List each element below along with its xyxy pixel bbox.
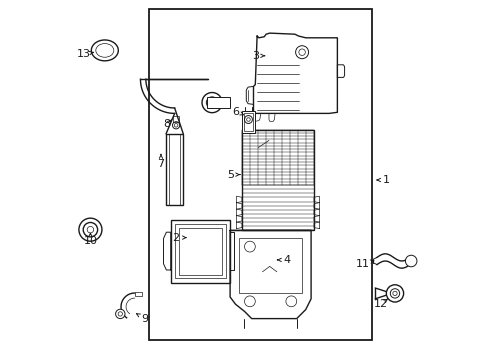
Bar bbox=[242, 130, 313, 230]
Text: 9: 9 bbox=[141, 314, 148, 324]
Circle shape bbox=[386, 285, 403, 302]
Bar bbox=[134, 292, 142, 296]
Circle shape bbox=[202, 93, 222, 113]
Bar bbox=[178, 228, 222, 275]
Ellipse shape bbox=[96, 44, 114, 57]
Circle shape bbox=[83, 222, 98, 237]
Bar bbox=[239, 238, 302, 293]
Circle shape bbox=[79, 218, 102, 241]
Text: 4: 4 bbox=[283, 255, 290, 265]
Bar bbox=[244, 113, 253, 131]
Text: 8: 8 bbox=[163, 119, 170, 129]
Bar bbox=[175, 224, 225, 278]
Bar bbox=[170, 220, 230, 283]
Ellipse shape bbox=[91, 40, 118, 61]
Text: 3: 3 bbox=[251, 51, 258, 61]
Text: 12: 12 bbox=[373, 299, 387, 309]
Text: 13: 13 bbox=[77, 49, 91, 59]
Text: 1: 1 bbox=[383, 175, 389, 185]
Circle shape bbox=[405, 255, 416, 267]
Text: 11: 11 bbox=[355, 258, 369, 269]
Text: 10: 10 bbox=[83, 236, 97, 246]
Text: 2: 2 bbox=[172, 233, 179, 243]
Bar bbox=[241, 111, 255, 133]
Bar bbox=[206, 97, 230, 108]
Text: 6: 6 bbox=[232, 107, 239, 117]
Circle shape bbox=[389, 289, 399, 298]
Text: 5: 5 bbox=[227, 170, 234, 180]
Bar bbox=[149, 9, 371, 340]
Text: 7: 7 bbox=[157, 159, 164, 169]
Bar bbox=[166, 134, 183, 205]
Circle shape bbox=[115, 309, 125, 319]
